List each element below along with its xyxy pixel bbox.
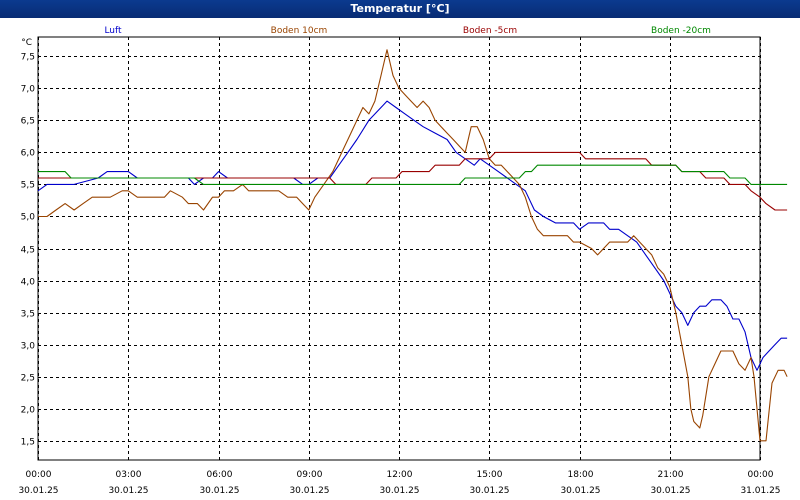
y-tick-label: 6,0 xyxy=(21,149,36,159)
y-axis-label: °C xyxy=(21,38,32,48)
x-tick-label-time: 00:00 xyxy=(26,470,52,480)
x-tick-label-date: 30.01.25 xyxy=(379,486,419,496)
x-tick-label-time: 12:00 xyxy=(387,470,413,480)
legend-entry: Boden -20cm xyxy=(651,26,711,36)
x-tick-label-date: 30.01.25 xyxy=(18,486,58,496)
y-tick-label: 2,5 xyxy=(21,374,35,384)
y-tick-label: 5,0 xyxy=(21,213,36,223)
series-line xyxy=(38,164,788,185)
y-tick-label: 4,0 xyxy=(21,278,36,288)
y-tick-label: 4,5 xyxy=(21,246,35,256)
x-tick-label-time: 21:00 xyxy=(658,470,684,480)
series-line xyxy=(38,49,788,442)
x-tick-label-time: 03:00 xyxy=(116,470,142,480)
y-tick-label: 3,0 xyxy=(21,342,36,352)
y-tick-label: 2,0 xyxy=(21,406,36,416)
x-tick-label-date: 30.01.25 xyxy=(560,486,600,496)
x-tick-label-date: 30.01.25 xyxy=(108,486,148,496)
legend-entry: Boden -5cm xyxy=(463,26,517,36)
legend-entry: Luft xyxy=(104,26,122,36)
x-tick-label-time: 00:00 xyxy=(748,470,774,480)
series-line xyxy=(38,151,788,211)
window-title: Temperatur [°C] xyxy=(0,0,800,18)
y-tick-label: 5,5 xyxy=(21,181,35,191)
x-tick-label-time: 15:00 xyxy=(477,470,503,480)
x-tick-label-time: 09:00 xyxy=(297,470,323,480)
y-tick-label: 7,5 xyxy=(21,53,35,63)
x-tick-label-date: 31.01.25 xyxy=(740,486,780,496)
y-tick-label: 1,5 xyxy=(21,438,35,448)
x-tick-label-time: 06:00 xyxy=(207,470,233,480)
x-tick-label-date: 30.01.25 xyxy=(469,486,509,496)
x-tick-label-time: 18:00 xyxy=(568,470,594,480)
x-tick-label-date: 30.01.25 xyxy=(199,486,239,496)
x-tick-label-date: 30.01.25 xyxy=(650,486,690,496)
y-tick-label: 6,5 xyxy=(21,117,35,127)
y-tick-label: 3,5 xyxy=(21,310,35,320)
x-tick-label-date: 30.01.25 xyxy=(289,486,329,496)
y-tick-label: 7,0 xyxy=(21,85,36,95)
legend-entry: Boden 10cm xyxy=(271,26,328,36)
